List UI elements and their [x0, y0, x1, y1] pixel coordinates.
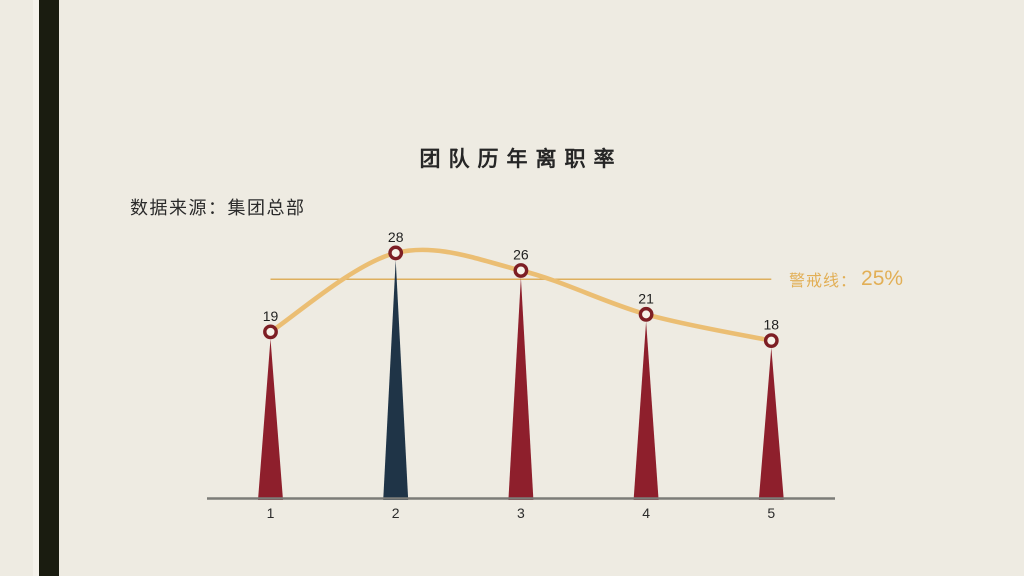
point-marker-2 — [388, 245, 404, 261]
left-accent-bar — [39, 0, 59, 576]
point-value-label: 28 — [388, 229, 404, 245]
left-accent-seam — [33, 0, 39, 576]
threshold-value-text: 25% — [861, 267, 904, 290]
data-source-note: 数据来源：集团总部 — [130, 198, 306, 218]
point-marker-1 — [263, 324, 278, 340]
spike-3 — [508, 277, 534, 500]
point-value-label: 18 — [764, 317, 780, 333]
chart-title: 团队历年离职率 — [419, 148, 623, 171]
spike-1 — [258, 338, 283, 500]
x-axis-label: 2 — [392, 505, 400, 521]
point-value-label: 26 — [513, 246, 529, 262]
x-axis-label: 4 — [642, 505, 650, 521]
spike-5 — [758, 347, 784, 500]
spike-4 — [633, 321, 659, 500]
point-marker-4 — [638, 306, 654, 322]
threshold-label: 警戒线： 25% — [789, 265, 903, 293]
threshold-label-text: 警戒线： — [789, 273, 858, 290]
x-axis-label: 1 — [267, 505, 275, 521]
point-marker-5 — [763, 333, 779, 349]
spike-2 — [383, 259, 409, 500]
x-axis-label: 5 — [767, 505, 775, 521]
x-axis-label: 3 — [517, 505, 525, 521]
point-marker-3 — [513, 263, 529, 278]
point-value-label: 21 — [638, 290, 654, 306]
point-value-label: 19 — [263, 308, 279, 324]
